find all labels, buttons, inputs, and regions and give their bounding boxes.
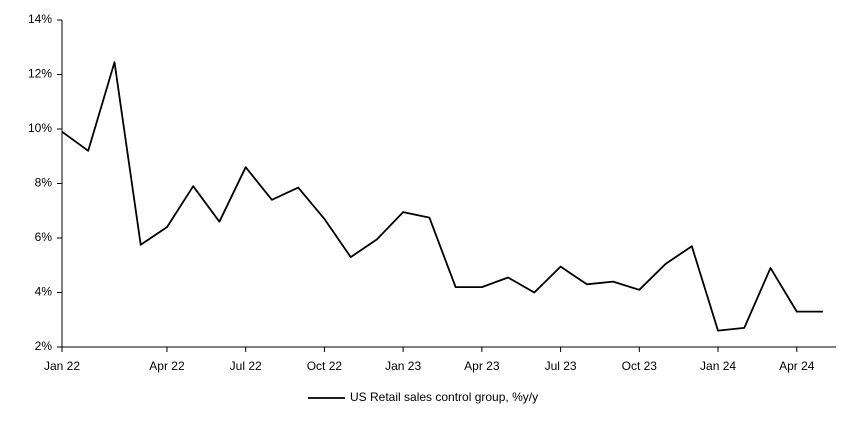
legend-label: US Retail sales control group, %y/y (350, 390, 538, 404)
y-tick-label: 2% (35, 339, 53, 353)
y-tick-label: 6% (35, 230, 53, 244)
x-tick-label: Jan 24 (700, 359, 736, 373)
x-tick-label: Jan 23 (385, 359, 421, 373)
x-tick-label: Apr 23 (464, 359, 500, 373)
y-tick-label: 14% (28, 12, 52, 26)
x-tick-label: Jul 23 (545, 359, 577, 373)
y-tick-label: 12% (28, 67, 52, 81)
x-tick-label: Apr 24 (779, 359, 815, 373)
x-tick-label: Oct 22 (307, 359, 343, 373)
y-tick-label: 4% (35, 285, 53, 299)
x-tick-label: Apr 22 (149, 359, 185, 373)
y-tick-label: 8% (35, 176, 53, 190)
x-tick-label: Jan 22 (44, 359, 80, 373)
x-tick-label: Jul 22 (230, 359, 262, 373)
x-tick-label: Oct 23 (622, 359, 658, 373)
y-tick-label: 10% (28, 121, 52, 135)
line (61, 61, 823, 332)
